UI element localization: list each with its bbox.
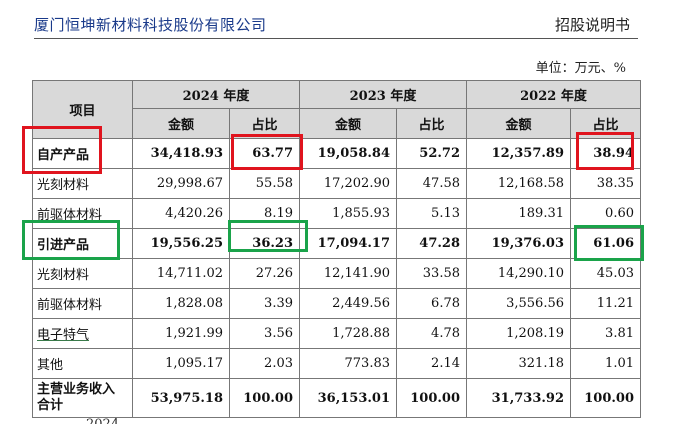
- cell-ratio: 63.77: [229, 138, 300, 169]
- cell-amount: 17,202.90: [299, 168, 397, 199]
- table-row: 自产产品 34,418.93 63.77 19,058.84 52.72 12,…: [32, 138, 641, 169]
- green-highlight-box: [228, 220, 308, 252]
- header-year-2022: 2022 年度: [466, 80, 641, 109]
- row-label: 光刻材料: [32, 258, 133, 289]
- cell-ratio: 8.19: [229, 198, 300, 229]
- red-highlight-box: [231, 134, 303, 170]
- cell-ratio: 38.35: [570, 168, 641, 199]
- company-name: 厦门恒坤新材料科技股份有限公司: [34, 16, 267, 34]
- table-row: 引进产品 19,556.25 36.23 17,094.17 47.28 19,…: [32, 228, 641, 259]
- row-label: 电子特气: [32, 318, 133, 349]
- unit-label: 单位：万元、%: [535, 61, 626, 76]
- cell-ratio: 52.72: [396, 138, 467, 169]
- cell-amount: 14,290.10: [466, 258, 571, 289]
- cell-ratio: 100.00: [229, 378, 300, 418]
- cell-ratio: 38.94: [570, 138, 641, 169]
- green-highlight-box: [22, 220, 120, 260]
- cell-ratio: 33.58: [396, 258, 467, 289]
- cell-amount: 12,168.58: [466, 168, 571, 199]
- cell-amount: 1,828.08: [132, 288, 230, 319]
- row-label: 前驱体材料: [32, 198, 133, 229]
- table-row: 光刻材料 29,998.67 55.58 17,202.90 47.58 12,…: [32, 168, 641, 199]
- cell-amount: 4,420.26: [132, 198, 230, 229]
- header-divider: [34, 38, 638, 39]
- cell-amount: 34,418.93: [132, 138, 230, 169]
- header-ratio: 占比: [396, 108, 467, 139]
- cell-amount: 53,975.18: [132, 378, 230, 418]
- cell-amount: 36,153.01: [299, 378, 397, 418]
- cell-amount: 19,556.25: [132, 228, 230, 259]
- cell-amount: 1,208.19: [466, 318, 571, 349]
- revenue-table: 项目 2024 年度 2023 年度 2022 年度 金额 占比 金额 占比 金…: [32, 80, 641, 418]
- header-amount: 金额: [132, 108, 230, 139]
- table-row: 前驱体材料 4,420.26 8.19 1,855.93 5.13 189.31…: [32, 198, 641, 229]
- cut-off-text: ……2024……: [60, 414, 145, 424]
- cell-amount: 14,711.02: [132, 258, 230, 289]
- row-label: 引进产品: [32, 228, 133, 259]
- table-row: 电子特气 1,921.99 3.56 1,728.88 4.78 1,208.1…: [32, 318, 641, 349]
- cell-ratio: 2.14: [396, 348, 467, 379]
- cell-amount: 12,357.89: [466, 138, 571, 169]
- cell-amount: 773.83: [299, 348, 397, 379]
- table-row: 前驱体材料 1,828.08 3.39 2,449.56 6.78 3,556.…: [32, 288, 641, 319]
- cell-ratio: 61.06: [570, 228, 641, 259]
- cell-ratio: 3.39: [229, 288, 300, 319]
- cell-amount: 1,921.99: [132, 318, 230, 349]
- header-amount: 金额: [466, 108, 571, 139]
- cell-amount: 31,733.92: [466, 378, 571, 418]
- red-highlight-box: [576, 132, 634, 170]
- row-label: 主营业务收入合计: [32, 378, 133, 418]
- cell-ratio: 47.28: [396, 228, 467, 259]
- cell-ratio: 4.78: [396, 318, 467, 349]
- cell-amount: 321.18: [466, 348, 571, 379]
- cell-amount: 1,855.93: [299, 198, 397, 229]
- cell-ratio: 1.01: [570, 348, 641, 379]
- cell-amount: 1,095.17: [132, 348, 230, 379]
- header-year-2024: 2024 年度: [132, 80, 300, 109]
- row-label: 自产产品: [32, 138, 133, 169]
- cell-ratio: 100.00: [570, 378, 641, 418]
- cell-ratio: 2.03: [229, 348, 300, 379]
- cell-amount: 189.31: [466, 198, 571, 229]
- cell-ratio: 11.21: [570, 288, 641, 319]
- document-type: 招股说明书: [554, 16, 630, 34]
- header-year-2023: 2023 年度: [299, 80, 467, 109]
- underlined-label: 电子特气: [37, 328, 90, 343]
- row-label: 其他: [32, 348, 133, 379]
- cell-ratio: 5.13: [396, 198, 467, 229]
- cell-amount: 29,998.67: [132, 168, 230, 199]
- table-row-total: 主营业务收入合计 53,975.18 100.00 36,153.01 100.…: [32, 378, 641, 418]
- table-row: 光刻材料 14,711.02 27.26 12,141.90 33.58 14,…: [32, 258, 641, 289]
- green-highlight-box: [574, 225, 644, 261]
- cell-ratio: 27.26: [229, 258, 300, 289]
- cell-amount: 2,449.56: [299, 288, 397, 319]
- cell-ratio: 3.56: [229, 318, 300, 349]
- cell-amount: 17,094.17: [299, 228, 397, 259]
- cell-ratio: 6.78: [396, 288, 467, 319]
- cell-ratio: 3.81: [570, 318, 641, 349]
- cell-amount: 19,376.03: [466, 228, 571, 259]
- cell-amount: 1,728.88: [299, 318, 397, 349]
- cell-amount: 19,058.84: [299, 138, 397, 169]
- red-highlight-box: [22, 126, 102, 174]
- row-label: 前驱体材料: [32, 288, 133, 319]
- cell-ratio: 0.60: [570, 198, 641, 229]
- cell-ratio: 45.03: [570, 258, 641, 289]
- cell-amount: 12,141.90: [299, 258, 397, 289]
- cell-amount: 3,556.56: [466, 288, 571, 319]
- cell-ratio: 47.58: [396, 168, 467, 199]
- header-amount: 金额: [299, 108, 397, 139]
- table-row: 其他 1,095.17 2.03 773.83 2.14 321.18 1.01: [32, 348, 641, 379]
- cell-ratio: 55.58: [229, 168, 300, 199]
- cell-ratio: 100.00: [396, 378, 467, 418]
